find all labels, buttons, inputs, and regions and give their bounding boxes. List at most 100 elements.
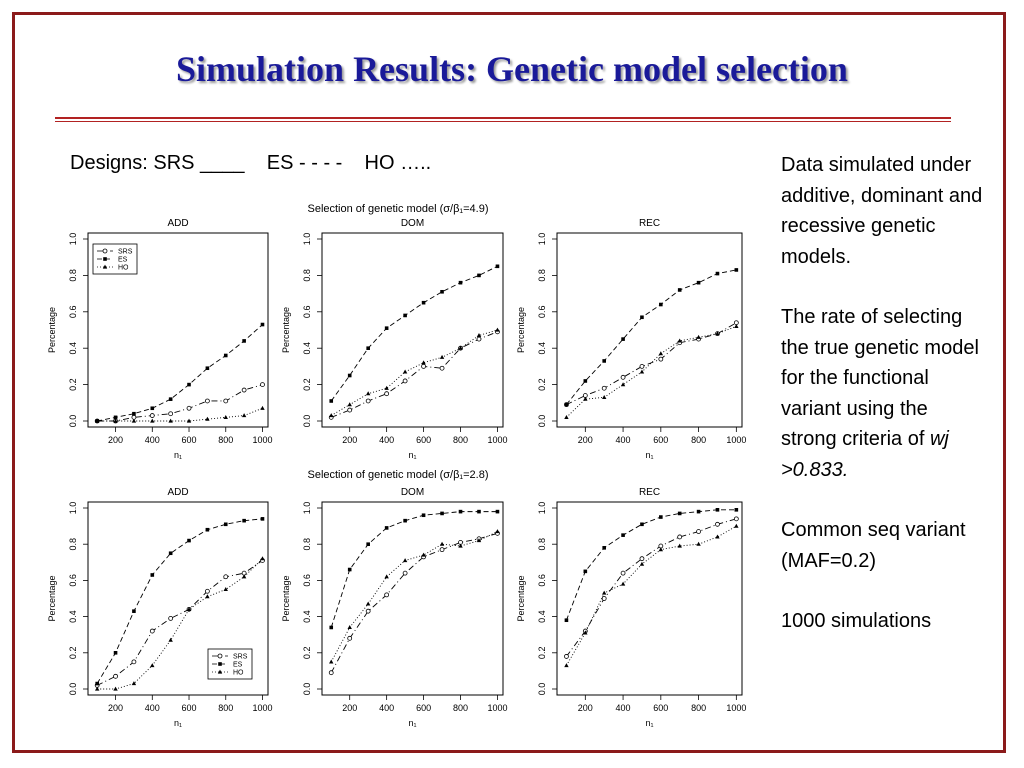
y-tick-label: 0.8 (302, 269, 312, 282)
y-tick-label: 0.0 (68, 415, 78, 428)
series-line-srs (331, 331, 498, 418)
data-point-es (440, 511, 444, 516)
data-point-es (150, 406, 155, 411)
data-point-srs (439, 365, 445, 371)
note-selection-rate: The rate of selecting the true genetic m… (781, 302, 986, 485)
data-point-es (329, 399, 334, 403)
data-point-srs (658, 356, 664, 362)
y-tick-label: 1.0 (302, 502, 312, 515)
data-point-ho (150, 663, 155, 668)
plot-frame (556, 501, 743, 696)
panel-title: ADD (167, 218, 188, 229)
data-point-ho (205, 416, 210, 421)
data-point-es (477, 509, 481, 514)
series-line-ho (97, 558, 263, 690)
data-point-es (621, 533, 625, 537)
data-point-ho (402, 558, 408, 563)
y-tick-label: 0.2 (537, 647, 547, 660)
data-point-es (621, 337, 625, 341)
data-point-ho (639, 369, 645, 374)
data-point-es (421, 513, 426, 518)
y-tick-label: 0.2 (302, 378, 312, 391)
series-line-srs (566, 518, 737, 657)
data-point-ho (696, 541, 701, 546)
data-point-ho (583, 630, 588, 635)
data-point-es (640, 522, 644, 527)
series-line-es (330, 265, 498, 402)
data-point-srs (677, 534, 683, 540)
y-tick-label: 0.6 (302, 574, 312, 587)
y-tick-label: 0.0 (68, 683, 78, 696)
y-tick-label: 0.8 (68, 538, 78, 551)
series-line-ho (330, 531, 498, 663)
data-point-ho (347, 625, 352, 630)
data-point-es (242, 518, 246, 523)
y-tick-label: 0.4 (68, 342, 78, 355)
data-point-es (715, 508, 720, 512)
data-point-ho (601, 394, 607, 399)
data-point-ho (620, 581, 626, 586)
panel-title: REC (639, 487, 660, 498)
data-point-ho (168, 418, 173, 423)
data-point-ho (113, 418, 118, 423)
data-point-es (602, 359, 606, 363)
y-tick-label: 0.4 (537, 342, 547, 355)
legend-label: HO (233, 670, 244, 677)
panel-title: ADD (167, 487, 188, 498)
series-line-ho (566, 525, 737, 666)
series-line-srs (566, 322, 737, 406)
data-point-srs (186, 405, 192, 411)
y-tick-label: 0.8 (537, 269, 547, 282)
data-point-es (696, 509, 701, 514)
data-point-srs (733, 516, 739, 522)
data-point-ho (715, 534, 720, 539)
legend-swatch-marker (217, 669, 223, 674)
data-point-ho (94, 418, 100, 423)
y-tick-label: 0.4 (68, 610, 78, 623)
data-point-es (347, 567, 352, 572)
data-point-ho (677, 543, 682, 548)
group-title: Selection of genetic model (σ/β₁=4.9) (307, 203, 488, 215)
data-point-es (495, 264, 500, 269)
y-tick-label: 0.6 (68, 306, 78, 319)
data-point-es (659, 302, 663, 307)
data-point-es (366, 346, 370, 350)
data-point-ho (365, 601, 371, 606)
data-point-srs (384, 592, 390, 598)
plot-frame (321, 232, 504, 428)
data-point-es (602, 546, 606, 550)
x-tick-label: 600 (653, 703, 668, 713)
x-tick-label: 200 (342, 703, 357, 713)
x-tick-label: 400 (379, 435, 394, 445)
data-point-es (150, 573, 155, 577)
y-tick-label: 0.6 (537, 306, 547, 319)
x-tick-label: 400 (145, 703, 160, 713)
data-point-srs (168, 411, 174, 417)
x-tick-label: 200 (578, 435, 593, 445)
data-point-es (421, 300, 426, 305)
y-axis-label: Percentage (516, 575, 526, 621)
data-point-ho (260, 405, 265, 410)
data-point-ho (734, 323, 739, 328)
data-point-es (564, 618, 569, 623)
data-point-srs (149, 628, 155, 634)
data-point-ho (131, 418, 137, 423)
panel-title: DOM (401, 487, 424, 498)
y-tick-label: 1.0 (68, 502, 78, 515)
data-point-es (677, 288, 682, 292)
data-point-ho (658, 547, 664, 552)
data-point-es (583, 569, 588, 574)
data-point-ho (658, 351, 664, 356)
data-point-srs (149, 413, 155, 418)
data-point-es (223, 353, 228, 358)
y-tick-label: 0.6 (68, 574, 78, 587)
x-tick-label: 1000 (487, 703, 507, 713)
y-tick-label: 0.0 (302, 683, 312, 696)
data-point-es (495, 509, 500, 514)
data-point-es (113, 651, 118, 655)
slide-frame (12, 12, 1006, 753)
x-tick-label: 800 (691, 435, 706, 445)
data-point-es (132, 411, 136, 416)
y-tick-label: 0.2 (68, 647, 78, 660)
